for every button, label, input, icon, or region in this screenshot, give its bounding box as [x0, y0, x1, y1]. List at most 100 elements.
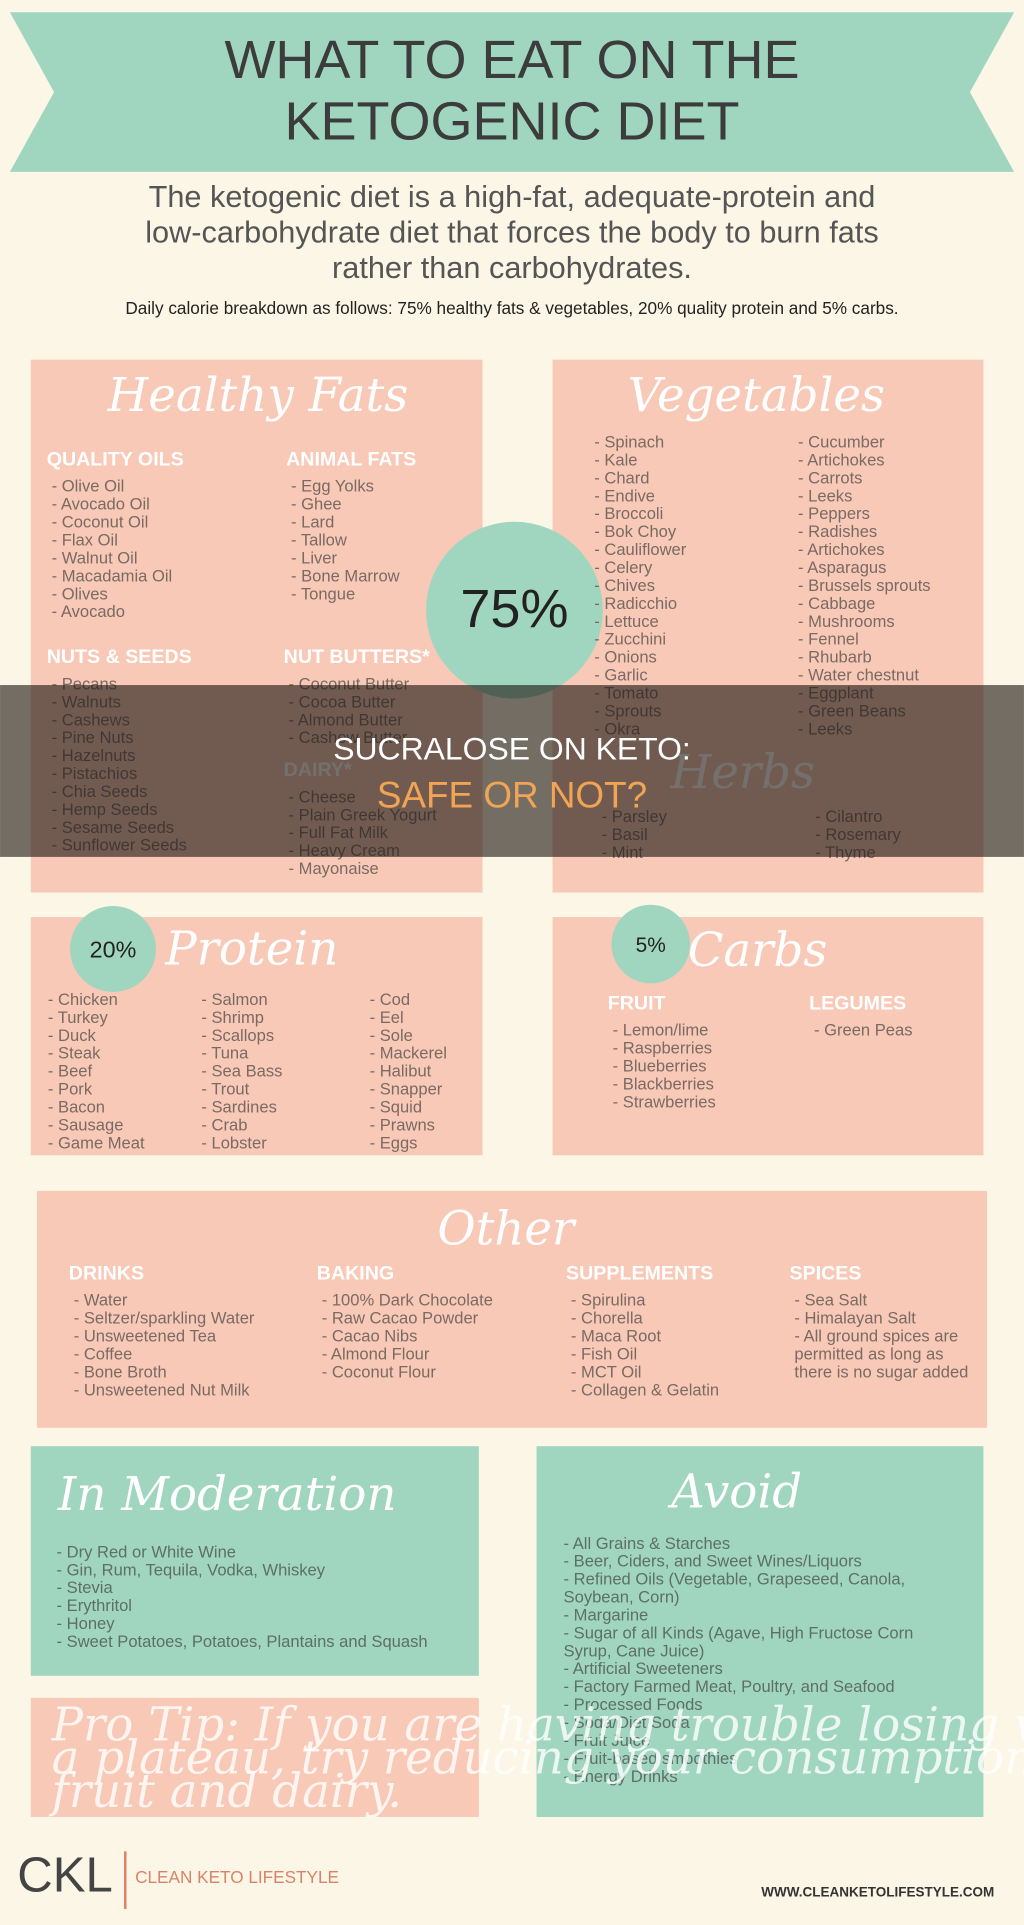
panels [30, 359, 988, 1817]
group-heading: SPICES [789, 1263, 861, 1285]
group-heading: BAKING [317, 1263, 394, 1285]
list-item: - Fish Oil [571, 1344, 637, 1363]
list-item: - Egg Yolks [291, 477, 374, 496]
list-item: - Lemon/lime [613, 1021, 709, 1040]
list-item: - Pork [48, 1080, 93, 1099]
pro-tip: fruit and dairy. [49, 1765, 402, 1819]
description: The ketogenic diet is a high-fat, adequa… [149, 179, 876, 214]
list-item: - Dry Red or White Wine [57, 1542, 236, 1561]
list-item: permitted as long as [794, 1344, 943, 1363]
list-item: - Onions [594, 648, 657, 667]
list-item: - Fruit Juice [564, 1731, 651, 1750]
list-item: - Turkey [48, 1008, 109, 1027]
list-item: - Radishes [798, 522, 877, 541]
list-item: - Lettuce [594, 612, 658, 631]
section: In Moderation - Dry Red or White Wine- Gi… [57, 1468, 428, 1651]
list-item: - Leeks [798, 486, 852, 505]
list-item: - Endive [594, 486, 655, 505]
list-item: - Water [74, 1291, 128, 1310]
list-item: - Mayonaise [289, 859, 379, 878]
list-item: - Chives [594, 576, 655, 595]
panel [536, 1446, 984, 1817]
list-item: - Prawns [370, 1115, 435, 1134]
list-item: - Eel [370, 1008, 404, 1027]
section: Protein- Chicken- Turkey- Duck- Steak- B… [48, 923, 447, 1153]
list-item: - Radicchio [594, 594, 677, 613]
list-item: - Fennel [798, 630, 859, 649]
list-item: Syrup, Cane Juice) [564, 1641, 705, 1660]
list-item: - Fruit-based smoothies [564, 1749, 738, 1768]
group-heading: ANIMAL FATS [286, 449, 416, 471]
list-item: - Margarine [564, 1605, 649, 1624]
list-item: - Honey [57, 1614, 116, 1633]
list-item: - Scallops [201, 1026, 274, 1045]
group-heading: LEGUMES [809, 992, 906, 1014]
list-item: - Cod [370, 990, 411, 1009]
brand: CLEAN KETO LIFESTYLE [135, 1867, 339, 1887]
list-item: - Game Meat [48, 1133, 145, 1152]
overlay-band [0, 685, 1024, 857]
list-item: - Processed Foods [564, 1695, 703, 1714]
list-item: - Kale [594, 450, 637, 469]
logo: CKL [17, 1848, 113, 1902]
list-item: - Salmon [201, 990, 267, 1009]
list-item: - Olives [52, 584, 108, 603]
list-item: - Bone Marrow [291, 566, 400, 585]
list-item: - Shrimp [201, 1008, 264, 1027]
list-item: - Coffee [74, 1344, 133, 1363]
list-item: - Cauliflower [594, 540, 687, 559]
list-item: - Chorella [571, 1309, 644, 1328]
list-item: - Cabbage [798, 594, 875, 613]
section-title: Avoid [667, 1465, 802, 1519]
list-item: - Olive Oil [52, 477, 125, 496]
list-item: - Snapper [370, 1080, 443, 1099]
list-item: - Macadamia Oil [52, 566, 173, 585]
list-item: - All Grains & Starches [564, 1534, 731, 1553]
panel [36, 1190, 988, 1428]
list-item: - Zucchini [594, 630, 666, 649]
group-heading: QUALITY OILS [47, 449, 184, 471]
group-heading: NUTS & SEEDS [47, 646, 192, 668]
list-item: - Ghee [291, 495, 342, 514]
list-item: - Tongue [291, 584, 355, 603]
percent: 75% [460, 579, 568, 639]
list-item: Soybean, Corn) [564, 1588, 680, 1607]
list-item: - Avocado Oil [52, 495, 150, 514]
overlay-subtitle: SAFE OR NOT? [377, 775, 647, 816]
section-title: Vegetables [628, 369, 885, 423]
list-item: - Sea Bass [201, 1062, 282, 1081]
panel [30, 1697, 479, 1817]
list-item: - 100% Dark Chocolate [322, 1291, 493, 1310]
list-item: - Steak [48, 1044, 101, 1063]
list-item: - Eggs [370, 1133, 418, 1152]
list-item: - Raw Cacao Powder [322, 1309, 479, 1328]
list-item: - Celery [594, 558, 653, 577]
section: Avoid - All Grains & Starches- Beer, Cide… [564, 1465, 914, 1785]
list-item: - Artichokes [798, 450, 885, 469]
overlay-title: SUCRALOSE ON KETO: [333, 731, 691, 767]
list-item: - Himalayan Salt [794, 1309, 916, 1328]
list-item: - Sardines [201, 1097, 277, 1116]
list-item: - Water chestnut [798, 666, 919, 685]
list-item: - Mushrooms [798, 612, 895, 631]
list-item: - Asparagus [798, 558, 886, 577]
url: WWW.CLEANKETOLIFESTYLE.COM [761, 1885, 994, 1900]
list-item: - Lard [291, 513, 334, 532]
list-item: - Chard [594, 468, 649, 487]
list-item: - Spinach [594, 433, 664, 452]
content: Healthy Fats QUALITY OILS - Olive Oil- Avo… [47, 369, 969, 1786]
group-heading: SUPPLEMENTS [566, 1263, 713, 1285]
list-item: - All ground spices are [794, 1327, 958, 1346]
list-item: - Coconut Flour [322, 1362, 437, 1381]
list-item: - Bacon [48, 1097, 105, 1116]
list-item: - Seltzer/sparkling Water [74, 1309, 255, 1328]
section-title: Other [437, 1203, 577, 1257]
description: low-carbohydrate diet that forces the bo… [145, 215, 879, 250]
list-item: - Broccoli [594, 504, 663, 523]
panel [30, 1446, 479, 1676]
section-title: Protein [164, 923, 338, 977]
section-title: Healthy Fats [107, 369, 409, 423]
list-item: - Maca Root [571, 1327, 662, 1346]
list-item: - Refined Oils (Vegetable, Grapeseed, Ca… [564, 1570, 906, 1589]
